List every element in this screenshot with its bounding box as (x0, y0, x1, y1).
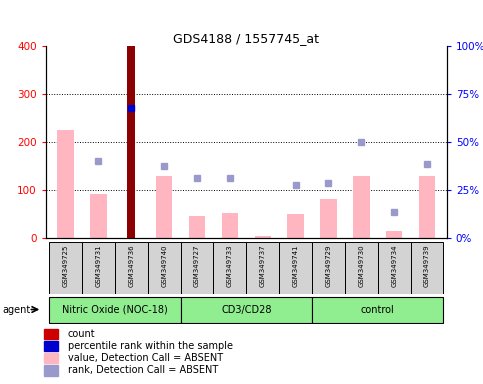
Bar (419, 176, 435, 238)
Text: value, Detection Call = ABSENT: value, Detection Call = ABSENT (68, 353, 223, 363)
Bar (44, 365, 57, 376)
Bar (189, 217, 205, 238)
Text: GSM349740: GSM349740 (161, 245, 167, 287)
Bar (57, 130, 74, 238)
Text: GSM349731: GSM349731 (96, 245, 101, 287)
Bar (255, 236, 271, 238)
Title: GDS4188 / 1557745_at: GDS4188 / 1557745_at (173, 32, 319, 45)
FancyBboxPatch shape (411, 242, 443, 294)
Text: GSM349729: GSM349729 (326, 245, 331, 287)
Text: GSM349734: GSM349734 (391, 245, 397, 287)
Bar (320, 199, 337, 238)
FancyBboxPatch shape (49, 297, 181, 323)
FancyBboxPatch shape (148, 242, 181, 294)
Text: control: control (361, 305, 395, 314)
Text: GSM349739: GSM349739 (424, 245, 430, 287)
FancyBboxPatch shape (246, 242, 279, 294)
FancyBboxPatch shape (312, 242, 345, 294)
Text: GSM349725: GSM349725 (63, 245, 69, 287)
FancyBboxPatch shape (49, 242, 82, 294)
Bar (222, 213, 238, 238)
Text: rank, Detection Call = ABSENT: rank, Detection Call = ABSENT (68, 366, 218, 376)
Text: count: count (68, 329, 96, 339)
FancyBboxPatch shape (279, 242, 312, 294)
FancyBboxPatch shape (213, 242, 246, 294)
Text: GSM349736: GSM349736 (128, 245, 134, 287)
Bar (127, 46, 135, 238)
Bar (386, 231, 402, 238)
Text: Nitric Oxide (NOC-18): Nitric Oxide (NOC-18) (62, 305, 168, 314)
Bar (44, 353, 57, 363)
FancyBboxPatch shape (312, 297, 443, 323)
Bar (44, 329, 57, 339)
Text: percentile rank within the sample: percentile rank within the sample (68, 341, 233, 351)
Bar (44, 341, 57, 351)
Text: GSM349737: GSM349737 (260, 245, 266, 287)
FancyBboxPatch shape (181, 242, 213, 294)
Text: GSM349733: GSM349733 (227, 245, 233, 287)
FancyBboxPatch shape (181, 297, 312, 323)
FancyBboxPatch shape (345, 242, 378, 294)
Text: CD3/CD28: CD3/CD28 (221, 305, 271, 314)
FancyBboxPatch shape (115, 242, 148, 294)
Bar (156, 176, 172, 238)
Bar (90, 194, 107, 238)
Bar (353, 176, 369, 238)
Text: GSM349730: GSM349730 (358, 245, 364, 287)
FancyBboxPatch shape (378, 242, 411, 294)
Bar (287, 214, 304, 238)
Text: GSM349741: GSM349741 (293, 245, 298, 287)
Text: GSM349727: GSM349727 (194, 245, 200, 287)
Text: agent: agent (2, 305, 30, 314)
FancyBboxPatch shape (82, 242, 115, 294)
